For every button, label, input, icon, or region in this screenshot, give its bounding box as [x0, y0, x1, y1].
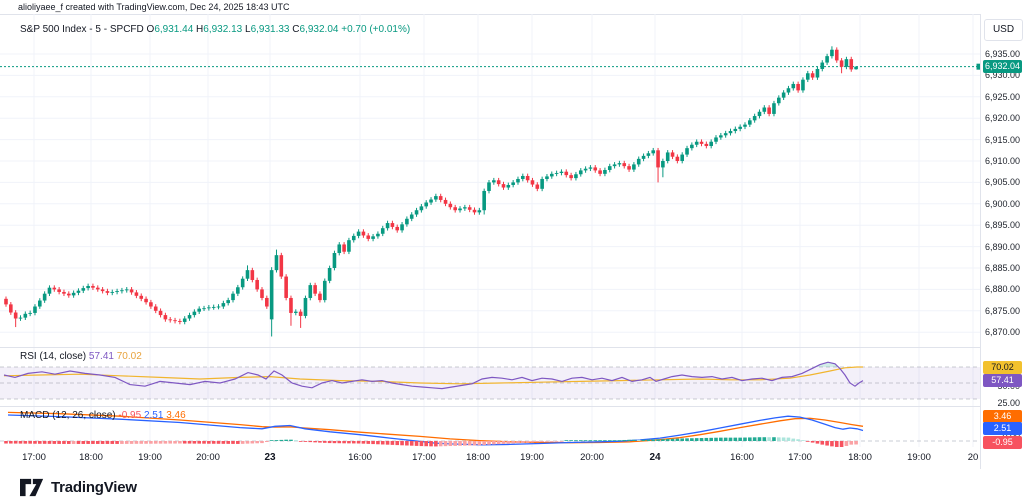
divider-rsi	[0, 347, 1024, 348]
time-tick-label: 17:00	[788, 452, 812, 463]
macd-histogram	[4, 437, 858, 447]
time-tick-label: 18:00	[79, 452, 103, 463]
price-tick-label: 6,920.00	[984, 113, 1020, 124]
chart-canvas[interactable]	[0, 14, 980, 447]
macd-legend: MACD (12, 26, close) -0.95 2.51 3.46	[20, 410, 186, 421]
price-tick-label: 6,870.00	[984, 327, 1020, 338]
price-tick-label: 6,910.00	[984, 156, 1020, 166]
ohlc-l: L6,931.33	[245, 24, 293, 35]
symbol-title: S&P 500 Index - 5 - SPCFD	[20, 24, 144, 35]
price-tick-label: 6,880.00	[984, 284, 1020, 295]
macd-signal-line	[7, 411, 864, 444]
rsi-ma-value: 70.02	[116, 351, 142, 362]
time-tick-label: 17:00	[412, 452, 436, 463]
price-tick-label: 6,930.00	[984, 70, 1020, 81]
rsi-pane	[0, 361, 980, 400]
price-tick-label: 6,905.00	[984, 177, 1020, 188]
price-tick-label: 6,875.00	[984, 305, 1020, 316]
time-tick-label: 24	[649, 452, 661, 463]
rsi-ma-line	[3, 366, 863, 385]
time-tick-label: 23	[264, 452, 276, 463]
ohlc-o: O6,931.44	[146, 24, 197, 35]
time-tick-label: 20	[967, 452, 979, 463]
divider-macd	[0, 406, 1024, 407]
ohlc-values: O6,931.44 H6,932.13 L6,931.33 C6,932.04	[147, 24, 342, 35]
last-price-badge: 6,932.04	[983, 59, 1022, 73]
macd-hist-value: -0.95	[118, 410, 142, 421]
last-price-tick	[976, 63, 980, 70]
time-tick-label: 19:00	[138, 452, 162, 463]
time-axis[interactable]: 17:00 18:00 19:00 20:00 23 16:00 17:00 18:00 19:…	[0, 447, 980, 469]
time-tick-label: 20:00	[196, 452, 220, 463]
rsi-value: 57.41	[88, 351, 114, 362]
macd-legend-label: MACD (12, 26, close)	[20, 410, 116, 421]
tradingview-logo-text: TradingView	[51, 479, 137, 496]
price-tick-label: 6,890.00	[984, 241, 1020, 252]
ohlc-c: C6,932.04	[292, 24, 342, 35]
price-tick-label: 6,895.00	[984, 220, 1020, 231]
price-tick-label: 6,925.00	[984, 91, 1020, 102]
rsi-legend: RSI (14, close) 57.41 70.02	[20, 351, 142, 362]
price-tick-label: 6,885.00	[984, 263, 1020, 273]
footer: TradingView	[0, 469, 1024, 504]
attribution-text: alioliyaee_f created with TradingView.co…	[18, 2, 290, 12]
time-tick-label: 16:00	[348, 452, 372, 463]
price-axis[interactable]: USD 6,935.00 6,930.00 6,925.00 6,920.00 6,91…	[980, 14, 1024, 449]
price-tick-label: 6,935.00	[984, 49, 1020, 59]
axis-corner	[980, 447, 1024, 469]
tradingview-logo-icon	[20, 478, 44, 497]
time-tick-label: 20:00	[580, 452, 604, 463]
candles-layer	[4, 46, 858, 337]
price-tick-label: 6,915.00	[984, 134, 1020, 145]
symbol-legend: S&P 500 Index - 5 - SPCFD O6,931.44 H6,9…	[20, 24, 410, 35]
time-tick-label: 16:00	[730, 452, 754, 463]
time-tick-label: 19:00	[907, 452, 931, 463]
macd-signal-badge: 3.46	[983, 410, 1022, 423]
rsi-axis-label: 25.00	[997, 398, 1020, 408]
rsi-line	[3, 361, 864, 390]
time-tick-label: 18:00	[466, 452, 490, 463]
currency-button[interactable]: USD	[984, 19, 1023, 41]
macd-value-badge: 2.51	[983, 422, 1022, 435]
macd-value: 2.51	[143, 410, 164, 421]
macd-line	[7, 414, 864, 446]
macd-hist-badge: -0.95	[983, 436, 1022, 449]
tradingview-logo[interactable]: TradingView	[20, 477, 137, 498]
time-tick-label: 18:00	[848, 452, 872, 463]
rsi-legend-label: RSI (14, close)	[20, 351, 87, 362]
rsi-value-badge: 57.41	[983, 374, 1022, 387]
rsi-ma-badge: 70.02	[983, 361, 1022, 374]
time-tick-label: 17:00	[22, 452, 46, 463]
divider-top	[0, 14, 1024, 15]
macd-signal-value: 3.46	[166, 410, 186, 421]
change-value: +0.70 (+0.01%)	[341, 24, 411, 35]
price-tick-label: 6,900.00	[984, 198, 1020, 209]
time-tick-label: 19:00	[520, 452, 544, 463]
ohlc-h: H6,932.13	[196, 24, 245, 35]
